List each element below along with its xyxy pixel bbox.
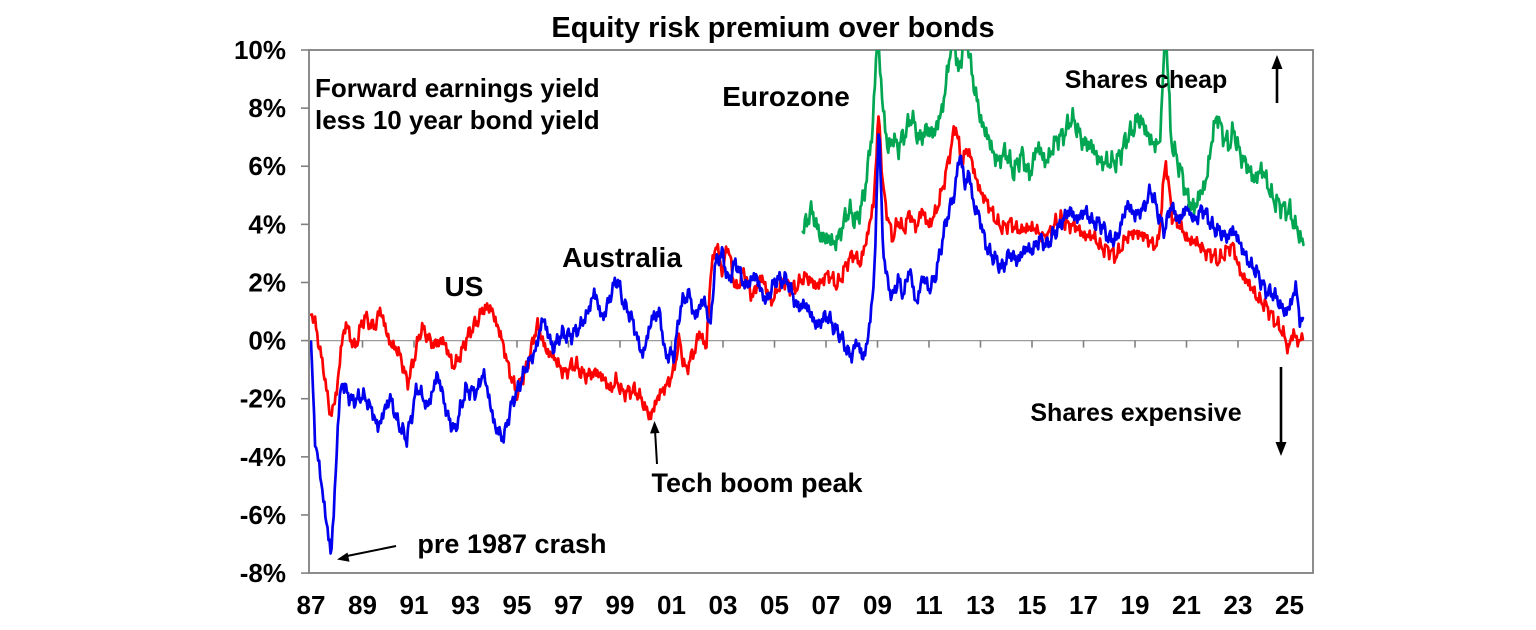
- x-axis-label: 23: [1224, 590, 1253, 620]
- shares-expensive-label: Shares expensive: [1030, 399, 1241, 427]
- x-axis-label: 05: [760, 590, 789, 620]
- x-axis-label: 91: [400, 590, 429, 620]
- axes: 10% 8% 6% 4% 2% 0% -2% -4% -6% -8% 87 89 91 93 95 97 99 0…: [234, 35, 1313, 620]
- x-axis-label: 21: [1172, 590, 1201, 620]
- subtitle-line-1: Forward earnings yield: [315, 73, 600, 103]
- series-lines: [310, 50, 1305, 555]
- down-arrow-icon: [1275, 367, 1287, 456]
- shares-cheap-label: Shares cheap: [1065, 66, 1228, 94]
- y-axis-label: 10%: [234, 35, 286, 65]
- y-axis-label: 8%: [248, 93, 286, 123]
- y-axis-label: 2%: [248, 267, 286, 297]
- y-axis-label: -4%: [240, 442, 286, 472]
- us-series-label: US: [445, 271, 484, 302]
- up-arrow-icon: [1271, 55, 1283, 103]
- chart-title: Equity risk premium over bonds: [551, 12, 994, 44]
- x-axis-label: 01: [657, 590, 686, 620]
- x-axis-label: 15: [1018, 590, 1047, 620]
- plot-frame: [308, 49, 1314, 574]
- x-axis-label: 87: [297, 590, 326, 620]
- y-axis-label: 4%: [248, 209, 286, 239]
- y-axis-label: -6%: [240, 500, 286, 530]
- us-line: [310, 115, 1305, 421]
- x-axis-label: 95: [503, 590, 532, 620]
- eurozone-series-label: Eurozone: [722, 81, 850, 112]
- x-axis-label: 13: [966, 590, 995, 620]
- x-axis-label: 11: [915, 590, 943, 620]
- australia-series-label: Australia: [562, 242, 682, 273]
- x-axis-label: 97: [554, 590, 583, 620]
- australia-line: [310, 133, 1305, 555]
- x-axis-label: 25: [1275, 590, 1304, 620]
- x-axis-label: 19: [1121, 590, 1150, 620]
- tech-boom-peak-label: Tech boom peak: [651, 468, 863, 498]
- x-axis-label: 03: [709, 590, 738, 620]
- subtitle-line-2: less 10 year bond yield: [315, 105, 600, 135]
- x-axis-label: 99: [606, 590, 635, 620]
- x-axis-label: 89: [348, 590, 377, 620]
- x-axis-label: 09: [863, 590, 892, 620]
- x-axis-label: 17: [1069, 590, 1098, 620]
- y-axis-label: -8%: [240, 558, 286, 588]
- x-axis-label: 93: [451, 590, 480, 620]
- x-axis-label: 07: [812, 590, 841, 620]
- y-axis-label: 0%: [248, 326, 286, 356]
- pre-1987-crash-label: pre 1987 crash: [417, 529, 606, 559]
- pre-1987-crash-arrow-icon: [337, 545, 397, 562]
- y-axis-label: 6%: [248, 151, 286, 181]
- eurozone-line: [801, 50, 1305, 252]
- y-axis-label: -2%: [240, 384, 286, 414]
- tech-boom-peak-arrow-icon: [650, 421, 660, 465]
